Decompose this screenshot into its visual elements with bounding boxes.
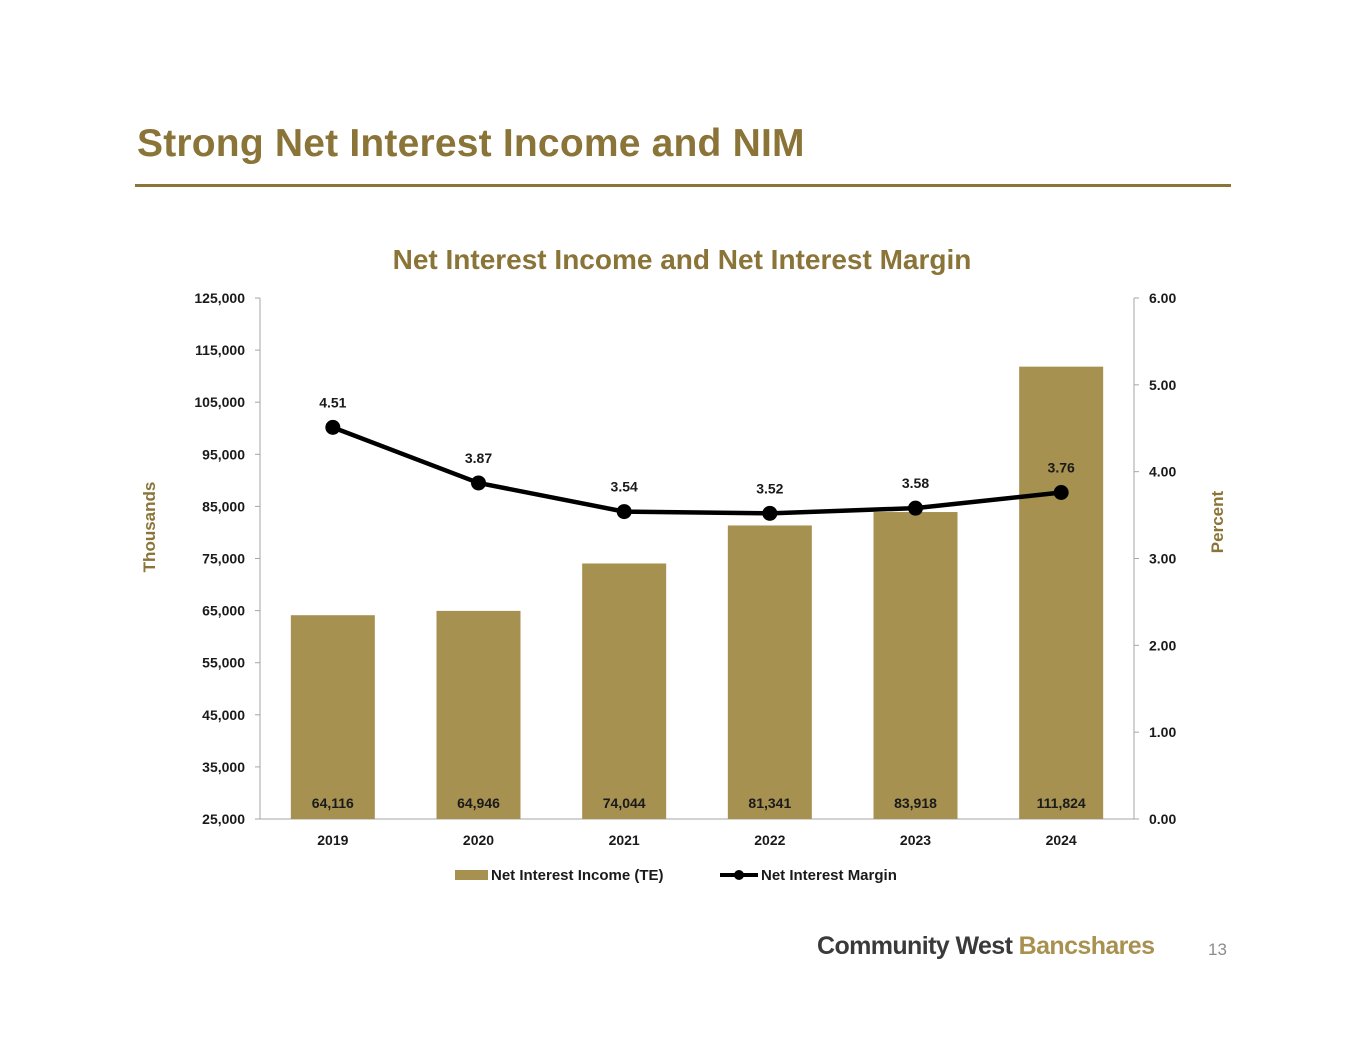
legend-swatch-bar [455, 870, 488, 880]
bar [290, 615, 375, 819]
bar-data-label: 83,918 [894, 795, 937, 811]
bar-data-label: 111,824 [1037, 795, 1086, 811]
y-tick-label: 35,000 [202, 759, 245, 775]
x-tick-label: 2024 [1046, 832, 1077, 848]
plot-area: 25,000 35,000 45,000 55,000 65,000 75,000 85,0… [194, 290, 1176, 884]
logo-word-bancshares: Bancshares [1018, 932, 1155, 960]
bar-data-label: 64,946 [457, 795, 500, 811]
nim-data-label: 3.54 [611, 479, 638, 495]
page-number: 13 [1208, 940, 1227, 959]
bar [727, 525, 812, 819]
bar-data-label: 81,341 [748, 795, 791, 811]
nim-point [908, 500, 923, 516]
x-tick-label: 2021 [609, 832, 640, 848]
slide-title: Strong Net Interest Income and NIM [137, 122, 805, 165]
y2-axis-label: Percent [1208, 490, 1227, 553]
bar [582, 563, 667, 819]
y-tick-label: 75,000 [202, 551, 245, 567]
nim-data-label: 3.58 [902, 475, 929, 491]
bar-data-label: 64,116 [312, 795, 354, 811]
y-tick-label: 25,000 [202, 811, 245, 827]
nim-point [616, 504, 632, 520]
x-tick-label: 2019 [317, 832, 348, 848]
nim-data-label: 3.52 [756, 480, 783, 496]
company-logo: Community West Bancshares [817, 932, 1155, 961]
bar [436, 610, 521, 819]
x-tick-label: 2023 [900, 832, 931, 848]
y-tick-label: 115,000 [195, 342, 245, 358]
legend-swatch-marker [734, 870, 744, 880]
nim-point [762, 505, 778, 521]
nim-line [332, 425, 1062, 516]
x-tick-label: 2022 [754, 832, 785, 848]
y-tick-label: 65,000 [202, 603, 245, 619]
y-tick-label: 55,000 [202, 655, 245, 671]
nim-data-label: 3.76 [1048, 460, 1075, 476]
y-tick-label: 45,000 [202, 707, 245, 723]
y-tick-label: 125,000 [194, 290, 245, 306]
bar [873, 512, 958, 819]
nim-data-label: 4.51 [319, 394, 346, 410]
bar-data-label: 74,044 [603, 795, 646, 811]
y2-tick-label: 4.00 [1149, 464, 1176, 480]
y2-tick-label: 1.00 [1149, 724, 1176, 740]
y2-tick-label: 3.00 [1149, 551, 1176, 567]
nim-point [325, 419, 341, 435]
nim-point [471, 475, 486, 491]
y2-tick-label: 6.00 [1149, 290, 1176, 306]
chart-title: Net Interest Income and Net Interest Mar… [393, 244, 972, 275]
nim-point [1053, 485, 1069, 501]
bar [1019, 366, 1104, 819]
nim-data-label: 3.87 [465, 450, 492, 466]
y2-tick-label: 0.00 [1149, 811, 1176, 827]
y-tick-label: 85,000 [202, 498, 245, 514]
y2-tick-label: 2.00 [1149, 637, 1176, 653]
legend-label-line: Net Interest Margin [761, 867, 897, 884]
x-tick-label: 2020 [463, 832, 494, 848]
legend-label-bar: Net Interest Income (TE) [491, 867, 664, 884]
y-tick-label: 105,000 [194, 394, 245, 410]
logo-word-community-west: Community West [817, 932, 1019, 960]
title-rule [135, 184, 1231, 187]
y-tick-label: 95,000 [202, 446, 245, 462]
y-axis-label: Thousands [140, 482, 159, 573]
y2-tick-label: 5.00 [1149, 377, 1176, 393]
